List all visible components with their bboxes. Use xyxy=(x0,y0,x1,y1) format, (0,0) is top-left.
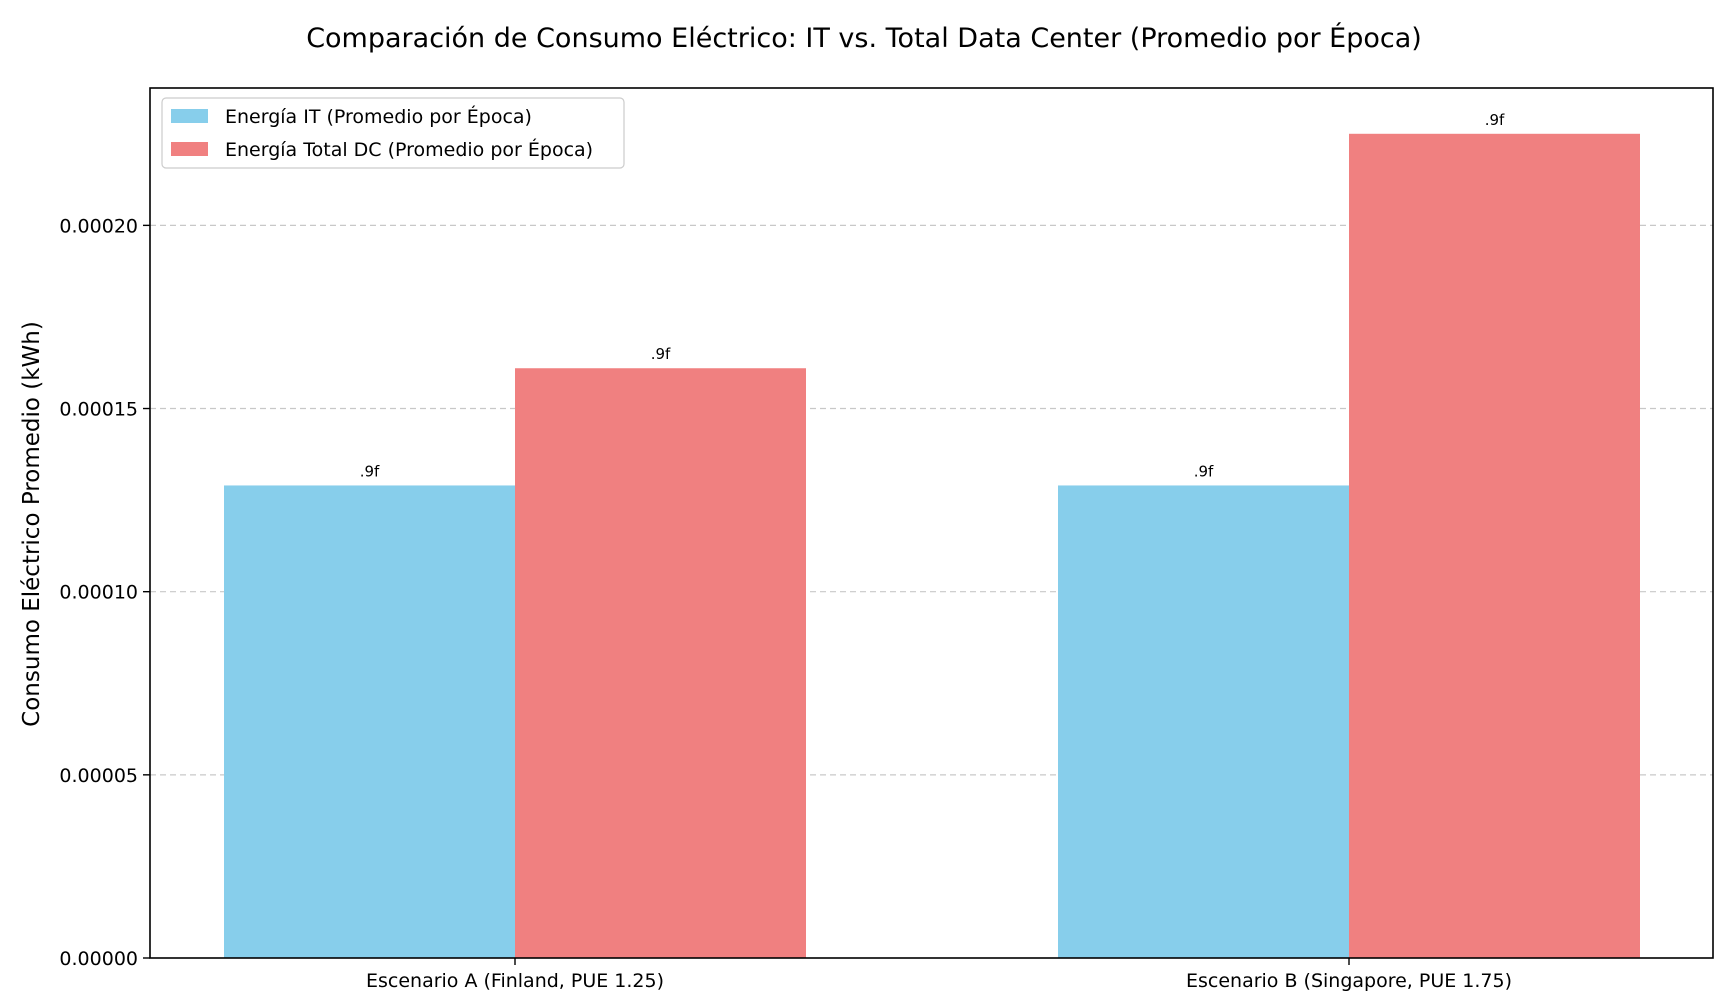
legend-box xyxy=(161,97,625,169)
y-tick-label: 0.00020 xyxy=(59,215,138,237)
chart-title: Comparación de Consumo Eléctrico: IT vs.… xyxy=(306,22,1422,54)
legend-label-total: Energía Total DC (Promedio por Época) xyxy=(225,138,593,161)
legend-label-it: Energía IT (Promedio por Época) xyxy=(225,105,532,128)
bars xyxy=(224,133,1640,958)
y-axis-ticks: 0.00000 0.00005 0.00010 0.00015 0.00020 xyxy=(59,215,150,970)
legend-swatch-it xyxy=(171,109,208,123)
data-label: .9f xyxy=(651,345,671,363)
y-axis-label: Consumo Eléctrico Promedio (kWh) xyxy=(19,321,45,727)
data-label: .9f xyxy=(1194,462,1214,480)
y-tick-label: 0.00005 xyxy=(59,765,138,787)
legend: Energía IT (Promedio por Época) Energía … xyxy=(161,97,625,169)
bar-total xyxy=(1349,133,1640,958)
plot-frame xyxy=(149,87,1714,959)
x-tick-label: Escenario B (Singapore, PUE 1.75) xyxy=(1186,970,1512,992)
x-tick-label: Escenario A (Finland, PUE 1.25) xyxy=(366,970,664,992)
x-axis-ticks: Escenario A (Finland, PUE 1.25) Escenario… xyxy=(366,958,1512,992)
data-label: .9f xyxy=(360,462,380,480)
bar-it xyxy=(224,485,515,958)
y-tick-label: 0.00010 xyxy=(59,582,138,604)
data-labels: .9f .9f .9f .9f xyxy=(360,111,1505,481)
data-label: .9f xyxy=(1485,111,1505,129)
bar-total xyxy=(515,368,806,958)
y-tick-label: 0.00015 xyxy=(59,399,138,421)
y-tick-label: 0.00000 xyxy=(59,948,138,970)
bar-it xyxy=(1058,485,1349,958)
legend-swatch-total xyxy=(171,142,208,156)
